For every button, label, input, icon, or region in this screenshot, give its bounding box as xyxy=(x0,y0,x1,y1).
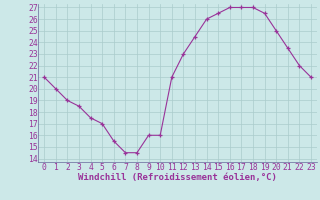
X-axis label: Windchill (Refroidissement éolien,°C): Windchill (Refroidissement éolien,°C) xyxy=(78,173,277,182)
